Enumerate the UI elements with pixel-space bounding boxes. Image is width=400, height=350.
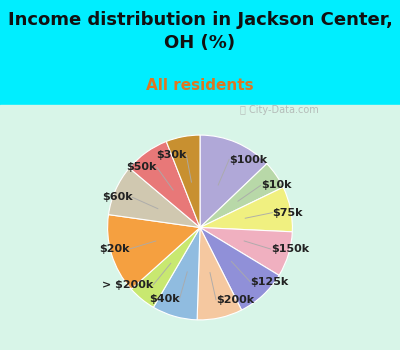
- Text: $20k: $20k: [99, 244, 129, 254]
- Text: $75k: $75k: [272, 208, 303, 218]
- Text: $30k: $30k: [156, 150, 186, 160]
- Text: $60k: $60k: [102, 193, 132, 202]
- Wedge shape: [108, 215, 200, 289]
- Text: > $200k: > $200k: [102, 280, 153, 290]
- Text: $125k: $125k: [250, 277, 288, 287]
- Text: $150k: $150k: [271, 244, 309, 254]
- Bar: [0, 105, 400, 350]
- Text: $10k: $10k: [261, 180, 291, 190]
- Wedge shape: [200, 164, 283, 228]
- Wedge shape: [108, 168, 200, 228]
- Wedge shape: [129, 141, 200, 228]
- Bar: [0, 0, 400, 105]
- Wedge shape: [200, 228, 279, 310]
- Wedge shape: [200, 135, 267, 228]
- Text: All residents: All residents: [146, 78, 254, 93]
- Text: Income distribution in Jackson Center,
OH (%): Income distribution in Jackson Center, O…: [8, 12, 392, 51]
- Wedge shape: [197, 228, 242, 320]
- Wedge shape: [200, 187, 292, 232]
- Wedge shape: [166, 135, 200, 228]
- Wedge shape: [131, 228, 200, 307]
- Text: $200k: $200k: [216, 295, 254, 304]
- Text: ⓘ City-Data.com: ⓘ City-Data.com: [240, 105, 319, 115]
- Text: $100k: $100k: [229, 155, 267, 164]
- Wedge shape: [153, 228, 200, 320]
- Wedge shape: [200, 228, 292, 275]
- Text: $50k: $50k: [126, 162, 157, 173]
- Text: $40k: $40k: [149, 294, 180, 303]
